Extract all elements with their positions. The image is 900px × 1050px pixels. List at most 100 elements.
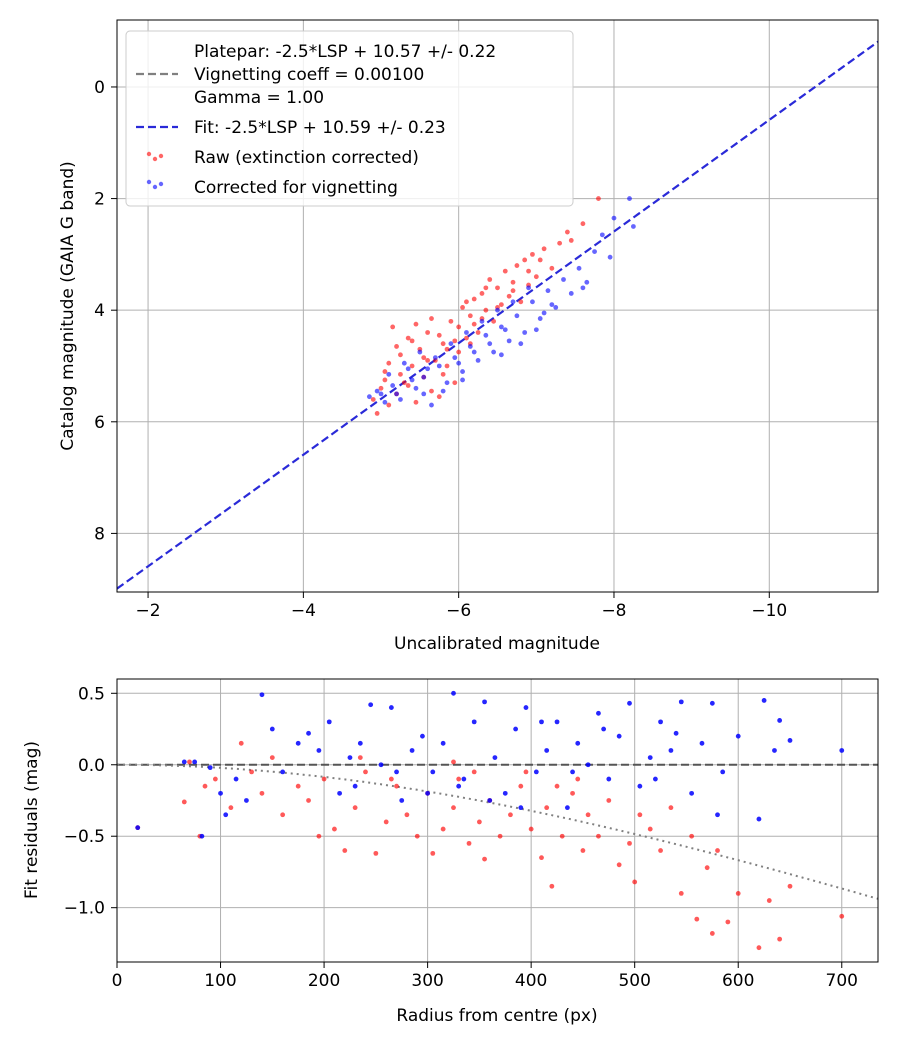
residuals-x-tick-label: 500 <box>618 971 650 991</box>
legend-raw-label: Raw (extinction corrected) <box>194 148 419 168</box>
raw-point <box>440 341 446 347</box>
raw-point <box>471 296 477 302</box>
raw-point <box>452 338 458 344</box>
raw-residual-point <box>181 799 187 805</box>
residuals-y-tick-label: 0.5 <box>78 684 105 704</box>
raw-point <box>386 360 392 366</box>
corrected-residual-point <box>616 733 622 739</box>
raw-residual-point <box>238 740 244 746</box>
corrected-residual-point <box>492 755 498 761</box>
raw-residual-point <box>187 759 192 765</box>
corrected-point <box>405 366 411 372</box>
raw-residual-point <box>559 833 565 839</box>
corrected-residual-point <box>518 805 524 811</box>
residuals-y-label: Fit residuals (mag) <box>22 741 42 899</box>
corrected-residual-point <box>709 700 715 706</box>
vignetting-curve <box>117 763 878 900</box>
corrected-point <box>580 285 586 291</box>
corrected-residual-point <box>394 769 399 775</box>
corrected-residual-point <box>575 740 581 746</box>
raw-residual-point <box>497 833 503 839</box>
corrected-residual-point <box>601 726 607 732</box>
raw-point <box>444 363 450 369</box>
raw-residual-point <box>482 856 487 862</box>
corrected-residual-point <box>585 762 591 768</box>
corrected-residual-point <box>570 769 575 775</box>
corrected-residual-point <box>699 740 705 746</box>
raw-residual-point <box>544 805 550 811</box>
raw-residual-point <box>725 919 731 925</box>
raw-residual-point <box>678 890 684 896</box>
raw-point <box>378 385 384 391</box>
calibration-y-tick-label: 8 <box>94 524 105 544</box>
corrected-point <box>440 388 446 394</box>
corrected-point <box>417 349 423 355</box>
raw-residual-point <box>632 879 638 885</box>
raw-point <box>514 263 520 268</box>
raw-residual-point <box>451 759 456 765</box>
raw-residual-point <box>269 755 275 761</box>
calibration-plot: −2 −4 −6 −8 −10 0 2 4 6 8 Uncalibrated magnitude… <box>58 19 879 654</box>
calibration-y-tick-label: 4 <box>94 301 105 321</box>
corrected-point <box>487 341 493 347</box>
raw-residual-point <box>627 840 632 846</box>
raw-residual-point <box>508 812 513 818</box>
corrected-point <box>576 265 582 271</box>
raw-residual-point <box>658 848 663 853</box>
raw-point <box>596 196 601 201</box>
raw-point <box>425 330 431 335</box>
corrected-point <box>495 307 500 313</box>
corrected-point <box>599 232 605 238</box>
residuals-x-tick-label: 200 <box>308 971 340 991</box>
raw-point <box>448 318 454 324</box>
raw-residual-point <box>316 833 322 839</box>
raw-point <box>498 302 504 308</box>
corrected-residual-point <box>756 816 762 822</box>
calibration-y-tick-label: 2 <box>94 190 105 210</box>
residuals-x-tick-label: 400 <box>515 971 547 991</box>
corrected-residual-point <box>259 692 265 698</box>
residuals-x-tick-label: 700 <box>826 971 858 991</box>
corrected-point <box>456 360 462 366</box>
corrected-residual-point <box>337 790 343 796</box>
residuals-y-tick-label: −0.5 <box>64 827 105 847</box>
corrected-point <box>491 349 497 355</box>
corrected-point <box>561 277 566 282</box>
corrected-point <box>374 388 380 394</box>
raw-residual-point <box>321 776 327 782</box>
residuals-plot-frame <box>116 678 879 963</box>
raw-residual-point <box>647 826 653 832</box>
raw-residual-point <box>709 931 715 936</box>
raw-point <box>510 279 516 285</box>
raw-point <box>394 344 399 349</box>
raw-residual-point <box>451 805 456 811</box>
raw-point <box>549 265 555 271</box>
corrected-point <box>460 377 465 383</box>
corrected-residual-point <box>280 769 286 775</box>
legend-corrected-label: Corrected for vignetting <box>194 178 398 198</box>
corrected-point <box>541 310 547 316</box>
raw-residual-point <box>539 855 544 861</box>
residuals-x-tick-label: 300 <box>411 971 443 991</box>
raw-residual-point <box>528 826 534 832</box>
raw-point <box>436 394 442 400</box>
corrected-residual-point <box>456 783 462 789</box>
raw-residual-point <box>228 805 234 811</box>
raw-residual-point <box>570 790 575 796</box>
raw-point <box>444 346 450 352</box>
raw-residual-point <box>839 913 845 919</box>
corrected-residual-point <box>735 733 741 739</box>
raw-point <box>409 338 415 344</box>
raw-point <box>464 299 469 305</box>
residuals-y-ticks: 0.5 0.0 −0.5 −1.0 <box>64 684 117 919</box>
raw-point <box>413 321 419 327</box>
corrected-point <box>533 327 539 333</box>
corrected-point <box>506 338 512 344</box>
raw-point <box>398 352 403 358</box>
raw-point <box>452 380 458 386</box>
raw-residual-point <box>637 812 643 818</box>
corrected-residual-point <box>199 833 205 839</box>
residuals-plot-area <box>117 679 878 962</box>
corrected-residual-point <box>761 698 767 703</box>
raw-residual-point <box>523 769 529 775</box>
